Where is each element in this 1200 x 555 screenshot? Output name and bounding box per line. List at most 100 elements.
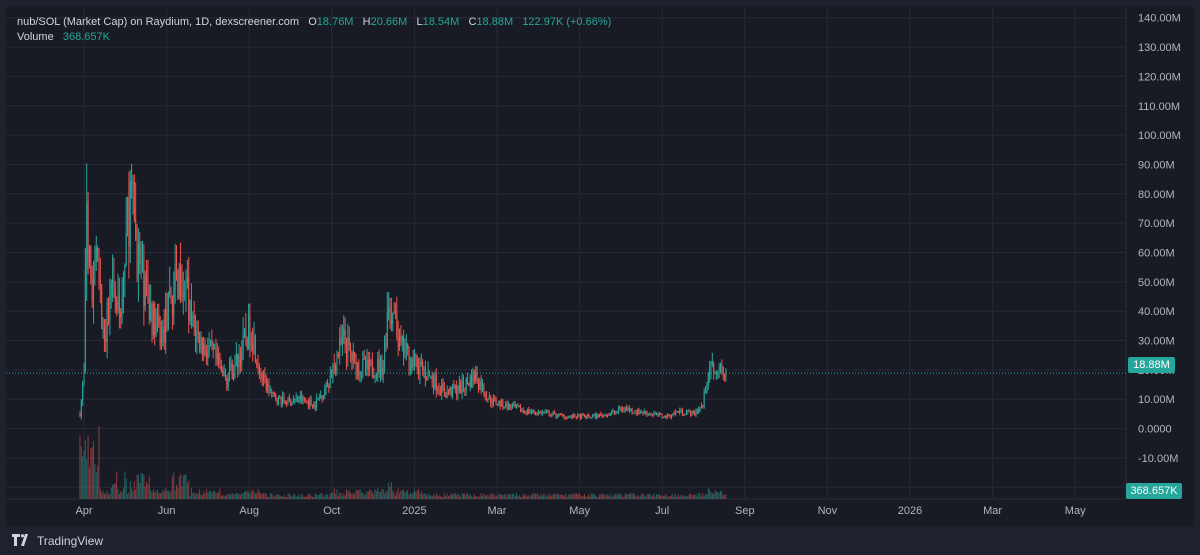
candle-body: [239, 355, 241, 364]
volume-bar: [161, 493, 163, 499]
y-tick-label: 70.00M: [1138, 218, 1175, 230]
candle-body: [268, 383, 270, 393]
volume-bar: [212, 490, 214, 499]
tradingview-logo-icon[interactable]: [12, 534, 32, 548]
y-tick-label: 10.00M: [1138, 394, 1175, 406]
volume-bar: [82, 456, 84, 499]
candle-body: [265, 378, 267, 390]
candle-body: [155, 323, 157, 336]
volume-bar: [654, 496, 656, 499]
candle-body: [692, 411, 694, 413]
y-tick-label: 60.00M: [1138, 248, 1175, 260]
volume-bar: [320, 493, 322, 499]
volume-bar: [688, 494, 690, 499]
candle-body: [154, 304, 156, 336]
candle-body: [662, 416, 664, 418]
footer-brand[interactable]: TradingView: [37, 534, 104, 548]
candle-body: [609, 414, 611, 416]
volume-bar: [336, 489, 338, 499]
candle-body: [135, 219, 137, 239]
volume-bar: [604, 493, 606, 499]
candle-body: [581, 414, 583, 419]
volume-bar: [400, 490, 402, 499]
volume-bar: [268, 496, 270, 499]
volume-bar: [239, 494, 241, 499]
volume-bar: [555, 494, 557, 499]
candle-body: [359, 373, 361, 375]
volume-bar: [211, 492, 213, 499]
volume-bar: [638, 496, 640, 499]
volume-bar: [680, 494, 682, 499]
volume-bar: [428, 495, 430, 499]
candle-body: [559, 413, 561, 415]
candle-body: [243, 330, 245, 334]
chart-canvas[interactable]: 140.00M 130.00M 120.00M 110.00M 100.00M 90.00…: [0, 0, 1200, 530]
candle-body: [231, 362, 233, 380]
x-tick-label: 2025: [402, 505, 426, 517]
candle-body: [560, 413, 562, 415]
candle-body: [490, 396, 492, 404]
candle-body: [83, 370, 85, 386]
volume-bar: [399, 493, 401, 499]
volume-bar: [514, 495, 516, 499]
volume-bar: [384, 493, 386, 499]
volume-bar: [331, 493, 333, 499]
candle-body: [638, 409, 640, 414]
volume-bar: [118, 493, 120, 499]
volume-bar: [137, 474, 139, 499]
candle-body: [188, 277, 190, 321]
candle-body: [637, 409, 639, 414]
volume-bar: [243, 491, 245, 499]
volume-label[interactable]: Volume: [17, 31, 54, 43]
candle-body: [227, 377, 229, 388]
last-price-badge: 18.88M: [1128, 357, 1175, 373]
candle-body: [524, 411, 526, 413]
volume-bar: [313, 496, 315, 499]
volume-bar: [502, 495, 504, 499]
candle-body: [724, 373, 726, 380]
candle-body: [399, 335, 401, 348]
candle-body: [710, 362, 712, 372]
candle-body: [627, 407, 629, 409]
volume-legend: Volume 368.657K: [17, 31, 110, 43]
volume-bar: [524, 495, 526, 499]
volume-bar: [647, 494, 649, 499]
volume-bar: [699, 493, 701, 499]
chart-pane[interactable]: [6, 6, 1194, 526]
candle-body: [525, 411, 527, 414]
candle-body: [586, 414, 588, 419]
candle-body: [570, 415, 572, 417]
candle-body: [577, 414, 579, 419]
candle-body: [536, 413, 538, 415]
candle-body: [622, 408, 624, 411]
candle-body: [193, 315, 195, 329]
candle-body: [137, 242, 139, 280]
candle-body: [563, 415, 565, 419]
candle-body: [496, 403, 498, 405]
volume-bar: [401, 490, 403, 499]
volume-bar: [649, 493, 651, 499]
candle-body: [593, 414, 595, 416]
volume-bar: [276, 493, 278, 499]
volume-bar: [613, 495, 615, 499]
candle-body: [688, 410, 690, 412]
symbol-title[interactable]: nub/SOL (Market Cap) on Raydium, 1D, dex…: [17, 16, 300, 28]
volume-bar: [358, 490, 360, 499]
volume-bar: [657, 494, 659, 499]
volume-bar: [471, 496, 473, 499]
volume-bar: [165, 488, 167, 499]
volume-bar: [301, 494, 303, 499]
volume-bar: [706, 494, 708, 499]
change-value: 122.97K (+0.66%): [522, 16, 612, 28]
candle-body: [483, 384, 485, 395]
y-tick-label: 30.00M: [1138, 336, 1175, 348]
volume-bar: [288, 493, 290, 499]
candle-body: [295, 397, 297, 400]
candle-body: [443, 387, 445, 395]
volume-bar: [275, 495, 277, 499]
candle-body: [356, 362, 358, 376]
candle-body: [171, 297, 173, 317]
candle-body: [642, 413, 644, 415]
candle-body: [169, 289, 171, 293]
volume-bar: [582, 495, 584, 499]
